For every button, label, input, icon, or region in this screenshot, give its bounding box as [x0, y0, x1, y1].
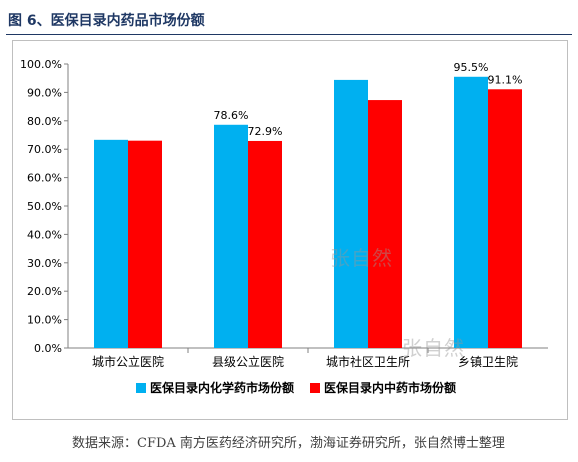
- x-tick-label: 县级公立医院: [212, 354, 284, 369]
- bar-tcm: [128, 140, 162, 348]
- source-note: 数据来源：CFDA 南方医药经济研究所，渤海证券研究所，张自然博士整理: [72, 436, 505, 451]
- y-tick-label: 70.0%: [27, 143, 62, 156]
- legend-swatch: [310, 383, 320, 393]
- bar-tcm: [248, 140, 282, 348]
- legend-label: 医保目录内中药市场份额: [324, 380, 456, 395]
- figure-title: 图 6、医保目录内药品市场份额: [8, 13, 205, 29]
- bar-chemical: [454, 76, 488, 348]
- watermark-text: 张自然: [402, 336, 465, 360]
- y-tick-label: 60.0%: [27, 172, 62, 185]
- legend-swatch: [136, 383, 146, 393]
- y-tick-label: 0.0%: [34, 342, 62, 355]
- data-label: 78.6%: [214, 109, 249, 122]
- legend-label: 医保目录内化学药市场份额: [150, 380, 294, 395]
- bar-chemical: [94, 139, 128, 348]
- watermark-text: 张自然: [330, 246, 393, 270]
- x-tick-label: 城市公立医院: [92, 354, 164, 369]
- data-label: 72.9%: [248, 125, 283, 138]
- y-tick-label: 90.0%: [27, 86, 62, 99]
- y-tick-label: 20.0%: [27, 285, 62, 298]
- bar-chemical: [214, 124, 248, 348]
- y-tick-label: 80.0%: [27, 115, 62, 128]
- x-tick-label: 城市社区卫生所: [326, 354, 410, 369]
- x-tick-label: 乡镇卫生院: [458, 355, 518, 369]
- data-label: 91.1%: [488, 73, 523, 86]
- y-tick-label: 40.0%: [27, 228, 62, 241]
- y-tick-label: 30.0%: [27, 257, 62, 270]
- bar-tcm: [488, 89, 522, 348]
- y-tick-label: 100.0%: [20, 58, 62, 71]
- y-tick-label: 10.0%: [27, 314, 62, 327]
- data-label: 95.5%: [454, 61, 489, 74]
- title-rule: [6, 34, 572, 35]
- bar-tcm: [368, 100, 402, 349]
- bar-chemical: [334, 79, 368, 349]
- y-tick-label: 50.0%: [27, 200, 62, 213]
